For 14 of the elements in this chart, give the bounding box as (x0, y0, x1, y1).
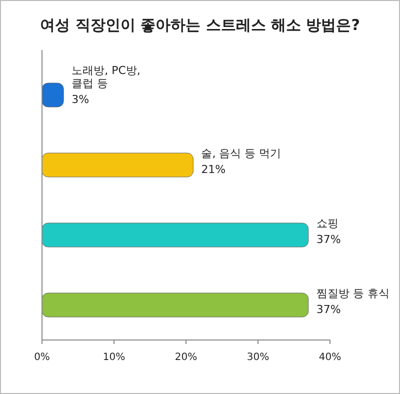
x-tick-label: 40% (318, 352, 342, 363)
y-tick-label: 찜질방 등 휴식 (316, 287, 390, 300)
data-label: 37% (316, 233, 341, 246)
y-tick-label: 노래방, PC방, 클럽 등 (72, 64, 140, 90)
x-tick-label: 10% (102, 352, 126, 363)
x-tick-label: 0% (34, 352, 50, 363)
chart-title: 여성 직장인이 좋아하는 스트레스 해소 방법은? (40, 16, 360, 34)
data-label: 37% (316, 303, 341, 316)
x-tick-label: 30% (246, 352, 270, 363)
data-label: 3% (72, 93, 90, 106)
data-label: 21% (201, 163, 226, 176)
y-tick-label: 술, 음식 등 먹기 (201, 147, 282, 160)
x-tick-label: 20% (174, 352, 198, 363)
y-tick-label: 쇼핑 (316, 217, 338, 230)
